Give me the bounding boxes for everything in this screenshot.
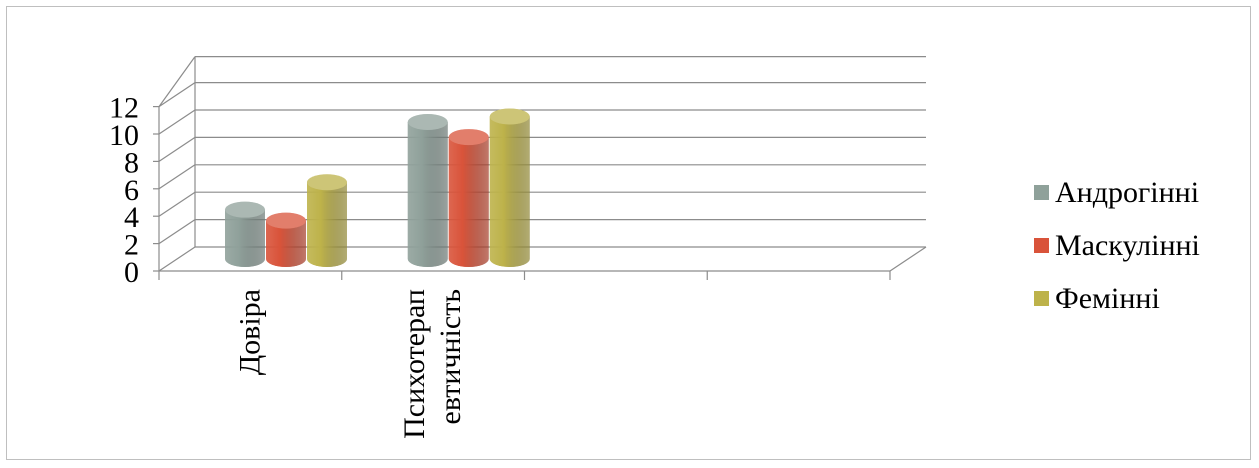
chart-frame: 0 2 4 6 8 10 12 Довіра Психотерап евтичність: [6, 6, 1251, 460]
bar: [448, 129, 489, 267]
legend-label: Андрогінні: [1055, 175, 1200, 209]
legend-swatch: [1034, 238, 1049, 253]
x-axis-labels: Довіра Психотерап евтичність: [233, 289, 467, 439]
legend: Андрогінні Маскулінні Фемінні: [1034, 166, 1200, 325]
gridline-wall: [158, 136, 196, 162]
y-tick-label: 6: [124, 174, 139, 207]
bar: [307, 174, 347, 267]
gridline-wall: [158, 82, 196, 108]
legend-label: Фемінні: [1055, 281, 1160, 315]
y-tick-label: 4: [124, 201, 139, 234]
gridline-wall: [158, 191, 196, 217]
legend-item: Фемінні: [1034, 272, 1200, 325]
x-axis: [158, 270, 891, 280]
bar: [489, 108, 530, 268]
bar: [407, 114, 448, 267]
gridline-wall: [158, 219, 196, 245]
legend-swatch: [1034, 291, 1049, 306]
floor-right-edge: [889, 246, 927, 272]
x-tick-label: Психотерап: [398, 289, 431, 439]
gridline-wall-top: [158, 56, 196, 107]
bar: [266, 212, 306, 267]
gridline-wall: [158, 246, 196, 272]
y-tick-label: 2: [124, 229, 139, 262]
y-tick-label: 8: [124, 146, 139, 179]
bar: [225, 201, 265, 267]
x-tick-label: евтичність: [434, 289, 467, 424]
bars: [225, 108, 530, 268]
y-tick-label: 0: [124, 256, 139, 289]
gridline-wall: [158, 109, 196, 135]
gridline-wall: [158, 164, 196, 190]
legend-item: Маскулінні: [1034, 219, 1200, 272]
legend-label: Маскулінні: [1055, 228, 1200, 262]
x-tick-label: Довіра: [233, 289, 266, 375]
y-tick-label: 12: [109, 92, 139, 125]
legend-swatch: [1034, 185, 1049, 200]
y-tick-label: 10: [109, 119, 139, 152]
legend-item: Андрогінні: [1034, 166, 1200, 219]
